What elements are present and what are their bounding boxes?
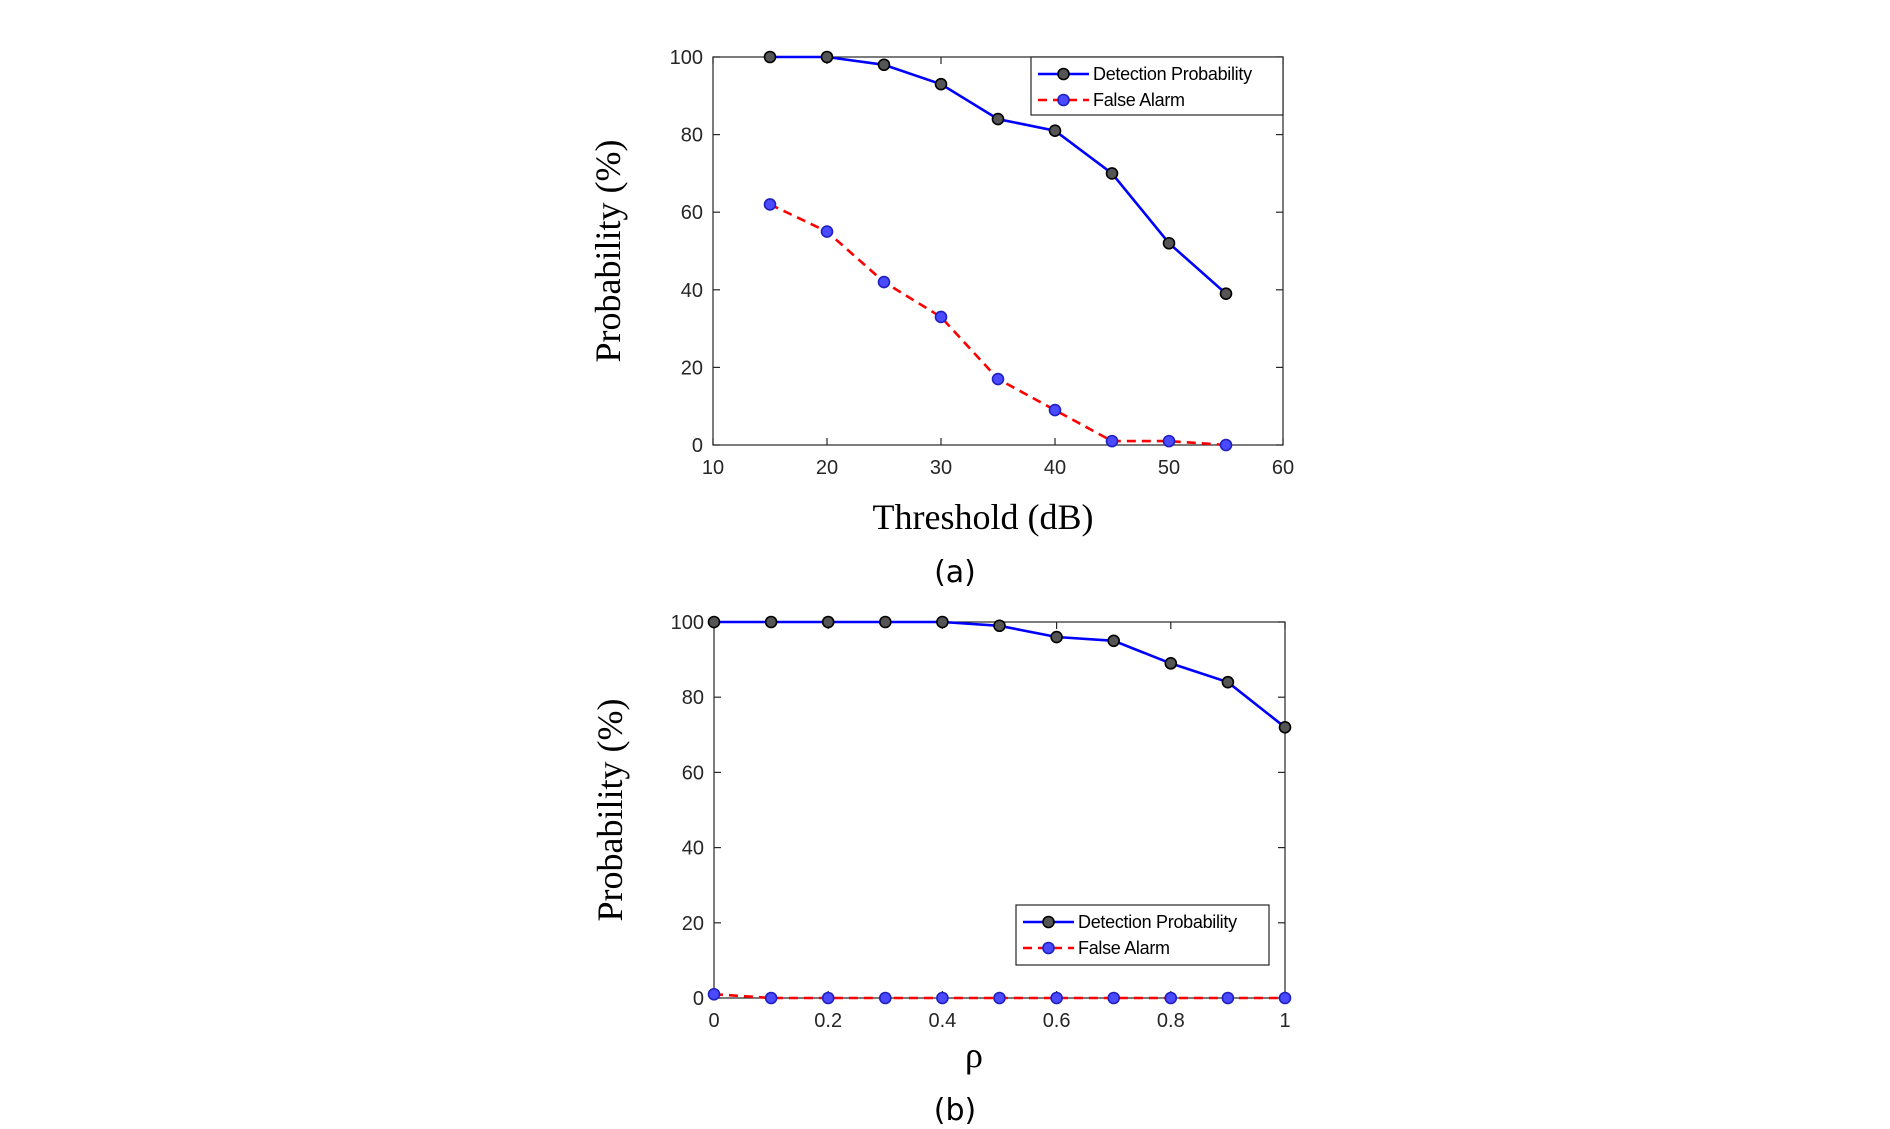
data-point-detection bbox=[1278, 720, 1292, 734]
data-point-detection bbox=[991, 112, 1005, 126]
data-point-detection bbox=[1050, 630, 1063, 644]
data-point-false-alarm bbox=[1221, 991, 1235, 1005]
y-tick-label: 40 bbox=[682, 838, 704, 860]
legend-label: Detection Probability bbox=[1078, 912, 1237, 932]
data-point-detection bbox=[707, 615, 721, 629]
data-point-detection bbox=[993, 619, 1006, 633]
y-tick-label: 60 bbox=[681, 202, 703, 224]
data-point-false-alarm bbox=[934, 310, 948, 324]
y-axis-title: Probability (%) bbox=[588, 140, 628, 363]
y-tick-label: 0 bbox=[692, 435, 703, 457]
data-point-detection bbox=[1221, 675, 1235, 689]
data-point-false-alarm bbox=[707, 987, 721, 1001]
data-point-false-alarm bbox=[1278, 991, 1292, 1005]
y-tick-label: 80 bbox=[682, 687, 704, 709]
legend: Detection Probability False Alarm bbox=[1015, 904, 1270, 966]
data-point-false-alarm bbox=[993, 991, 1006, 1005]
data-point-detection bbox=[1048, 124, 1062, 138]
x-axis-title: ρ bbox=[965, 1035, 983, 1075]
x-tick-label: 0 bbox=[708, 1010, 719, 1032]
y-tick-label: 40 bbox=[681, 280, 703, 302]
x-tick-label: 1 bbox=[1279, 1010, 1290, 1032]
data-point-detection bbox=[1107, 634, 1120, 648]
data-point-detection bbox=[820, 50, 834, 64]
data-point-detection bbox=[1164, 657, 1178, 670]
data-point-detection bbox=[763, 50, 777, 64]
y-tick-label: 60 bbox=[682, 762, 704, 784]
data-point-detection bbox=[936, 615, 949, 629]
x-tick-label: 60 bbox=[1272, 457, 1294, 479]
y-axis-title: Probability (%) bbox=[590, 699, 630, 922]
data-point-detection bbox=[934, 77, 948, 91]
chart-b: 0 0.2 0.4 0.6 0.8 1 0 20 40 60 80 100 ρ Probability (… bbox=[590, 612, 1292, 1128]
legend-label: Detection Probability bbox=[1093, 64, 1252, 84]
y-tick-label: 20 bbox=[682, 913, 704, 935]
chart-caption: (b) bbox=[934, 1093, 976, 1128]
data-point-false-alarm bbox=[1048, 403, 1062, 417]
chart-a: 10 20 30 40 50 60 0 20 40 60 80 100 Threshold (dB) Pr… bbox=[588, 47, 1294, 590]
x-tick-label: 20 bbox=[816, 457, 838, 479]
data-point-false-alarm bbox=[764, 991, 778, 1005]
legend-marker bbox=[1042, 915, 1055, 929]
x-axis-title: Threshold (dB) bbox=[873, 497, 1094, 537]
data-point-false-alarm bbox=[1107, 991, 1120, 1005]
data-point-false-alarm bbox=[820, 225, 834, 238]
data-point-detection bbox=[877, 58, 891, 72]
data-point-false-alarm bbox=[878, 991, 892, 1005]
legend-label: False Alarm bbox=[1078, 938, 1170, 958]
legend-box bbox=[1015, 904, 1270, 966]
legend-marker bbox=[1057, 67, 1070, 81]
data-point-detection bbox=[1162, 236, 1176, 250]
legend-marker bbox=[1057, 93, 1070, 107]
data-point-false-alarm bbox=[936, 991, 949, 1005]
data-point-false-alarm bbox=[1050, 991, 1063, 1005]
data-point-false-alarm bbox=[991, 372, 1005, 386]
x-tick-label: 0.4 bbox=[928, 1010, 956, 1032]
x-tick-label: 10 bbox=[702, 457, 724, 479]
data-point-detection bbox=[878, 615, 892, 629]
data-point-false-alarm bbox=[1164, 991, 1178, 1005]
data-point-false-alarm bbox=[1162, 434, 1176, 448]
data-point-detection bbox=[764, 615, 778, 629]
data-point-false-alarm bbox=[877, 275, 891, 289]
data-point-false-alarm bbox=[821, 991, 835, 1005]
legend-label: False Alarm bbox=[1093, 90, 1185, 110]
x-tick-label: 40 bbox=[1044, 457, 1066, 479]
legend-box bbox=[1030, 56, 1284, 116]
x-tick-label: 0.8 bbox=[1157, 1010, 1185, 1032]
data-point-detection bbox=[1219, 287, 1233, 300]
data-point-detection bbox=[821, 615, 835, 629]
y-tick-label: 0 bbox=[693, 988, 704, 1010]
x-tick-label: 30 bbox=[930, 457, 952, 479]
x-tick-label: 50 bbox=[1158, 457, 1180, 479]
legend: Detection Probability False Alarm bbox=[1030, 56, 1284, 116]
legend-marker bbox=[1042, 941, 1055, 955]
data-point-false-alarm bbox=[1105, 434, 1119, 448]
y-tick-label: 100 bbox=[670, 47, 703, 69]
x-tick-label: 0.2 bbox=[814, 1010, 842, 1032]
y-tick-label: 100 bbox=[671, 612, 704, 634]
data-point-detection bbox=[1105, 167, 1119, 180]
x-tick-label: 0.6 bbox=[1043, 1010, 1071, 1032]
data-point-false-alarm bbox=[1219, 438, 1233, 452]
y-tick-label: 80 bbox=[681, 125, 703, 147]
data-point-false-alarm bbox=[763, 198, 777, 211]
chart-caption: (a) bbox=[934, 555, 976, 590]
y-tick-label: 20 bbox=[681, 357, 703, 379]
